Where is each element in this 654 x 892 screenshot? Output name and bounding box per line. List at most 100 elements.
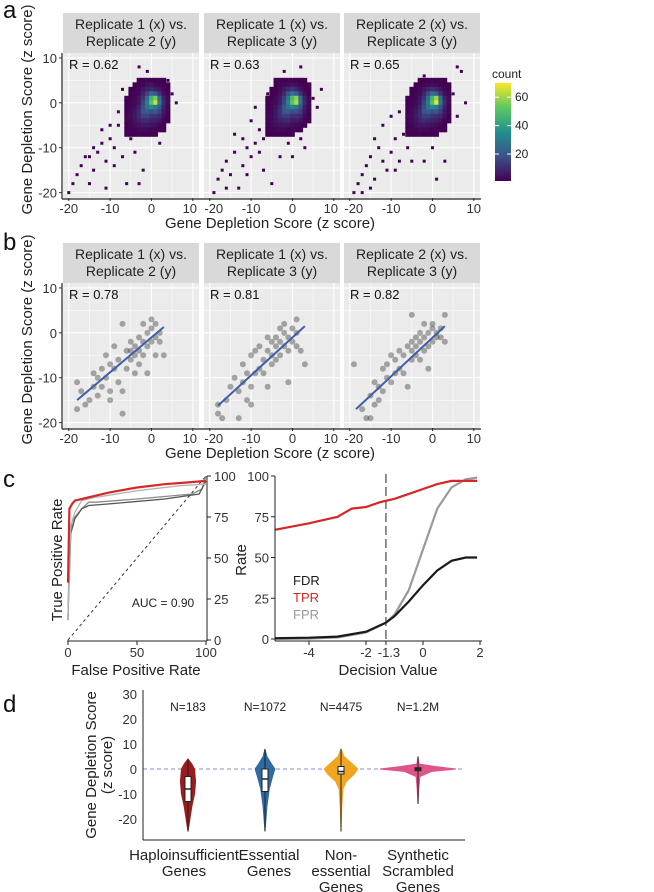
y-tick-label: -20 bbox=[38, 186, 57, 201]
scatter-point bbox=[235, 415, 242, 422]
hexbin-cell bbox=[389, 114, 393, 118]
x-tick-label: -10 bbox=[382, 201, 401, 216]
x-tick-label: -10 bbox=[382, 431, 401, 446]
hexbin-cell bbox=[282, 69, 286, 73]
y-tick-label: -10 bbox=[38, 371, 57, 386]
hexbin-cell bbox=[373, 177, 377, 181]
scatter-point bbox=[74, 379, 81, 386]
hexbin-cell bbox=[442, 122, 448, 128]
facet-panel: Replicate 1 (x) vs.Replicate 2 (y) R = 0.… bbox=[59, 243, 199, 446]
hexbin-cell bbox=[149, 109, 154, 115]
hexbin-cell bbox=[417, 91, 423, 97]
hexbin-cell bbox=[434, 109, 439, 115]
hexbin-cell bbox=[145, 69, 149, 73]
scatter-point bbox=[243, 370, 250, 377]
hexbin-cell bbox=[216, 177, 220, 181]
hexbin-cell bbox=[368, 155, 372, 159]
hexbin-cell bbox=[434, 118, 439, 124]
scatter-point bbox=[363, 415, 370, 422]
hexbin-cell bbox=[290, 100, 295, 106]
hexbin-cell bbox=[128, 86, 134, 92]
hexbin-cell bbox=[124, 95, 130, 101]
hexbin-cell bbox=[144, 127, 150, 133]
scatter-point bbox=[144, 329, 151, 336]
hexbin-cell bbox=[417, 77, 423, 83]
hexbin-cell bbox=[128, 131, 134, 137]
hexbin-cell bbox=[290, 104, 295, 110]
scatter-point bbox=[281, 329, 288, 336]
legend-entry-tpr: TPR bbox=[293, 590, 319, 605]
hexbin-cell bbox=[298, 127, 304, 133]
hexbin-cell bbox=[417, 95, 423, 101]
hexbin-cell bbox=[253, 105, 257, 109]
hexbin-cell bbox=[435, 177, 439, 181]
scatter-point bbox=[231, 374, 238, 381]
n-count-label: N=4475 bbox=[320, 700, 363, 714]
hexbin-cell bbox=[249, 155, 253, 159]
scatter-point bbox=[277, 338, 284, 345]
hexbin-cell bbox=[290, 113, 295, 119]
hexbin-cell bbox=[153, 122, 158, 128]
hexbin-cell bbox=[356, 182, 360, 186]
hexbin-cell bbox=[249, 119, 253, 123]
hexbin-cell bbox=[302, 86, 308, 92]
scatter-point bbox=[235, 388, 242, 395]
hexbin-cell bbox=[285, 100, 291, 106]
scatter-point bbox=[367, 415, 374, 422]
hexbin-cell bbox=[233, 150, 237, 154]
hexbin-cell bbox=[277, 82, 283, 88]
hexbin-cell bbox=[397, 110, 401, 114]
scatter-point bbox=[272, 343, 279, 350]
hexbin-cell bbox=[446, 104, 452, 110]
x-tick-label: -20 bbox=[204, 201, 223, 216]
hexbin-cell bbox=[442, 86, 448, 92]
hexbin-cell bbox=[136, 104, 142, 110]
hexbin-cell bbox=[417, 100, 423, 106]
hexbin-cell bbox=[434, 127, 439, 133]
scatter-point bbox=[119, 410, 126, 417]
x-tick-label: 10 bbox=[183, 431, 197, 446]
hexbin-cell bbox=[413, 100, 419, 106]
hexbin-cell bbox=[438, 82, 444, 88]
hexbin-cell bbox=[425, 82, 431, 88]
hexbin-cell bbox=[153, 127, 158, 133]
legend-entry-fdr: FDR bbox=[293, 573, 320, 588]
scatter-point bbox=[239, 361, 246, 368]
hexbin-cell bbox=[136, 109, 142, 115]
scatter-point bbox=[400, 352, 407, 359]
scatter-point bbox=[227, 383, 234, 390]
hexbin-cell bbox=[294, 118, 299, 124]
scatter-point bbox=[371, 379, 378, 386]
y-tick-label: 75 bbox=[255, 510, 269, 525]
scatter-point bbox=[136, 334, 143, 341]
strip-title-line: Replicate 1 (x) vs. bbox=[75, 16, 187, 32]
x-tick-label: 2 bbox=[476, 645, 483, 660]
facet-strip bbox=[204, 243, 340, 283]
n-count-label: N=1.2M bbox=[397, 700, 439, 714]
scatter-point bbox=[219, 415, 226, 422]
hexbin-cell bbox=[281, 109, 287, 115]
hexbin-cell bbox=[405, 113, 411, 119]
scatter-point bbox=[98, 383, 105, 390]
x-tick-label: 0 bbox=[148, 431, 155, 446]
hexbin-cell bbox=[393, 168, 397, 172]
hexbin-cell bbox=[422, 159, 426, 163]
hexbin-cell bbox=[269, 109, 275, 115]
colorbar-tick-label: 60 bbox=[515, 90, 529, 104]
hexbin-cell bbox=[262, 168, 266, 172]
x-tick-label: 0 bbox=[64, 645, 71, 660]
hexbin-cell bbox=[442, 127, 448, 133]
hexbin-cell bbox=[430, 118, 435, 124]
panel-label-d: d bbox=[3, 691, 16, 718]
hexbin-cell bbox=[409, 122, 415, 128]
hexbin-cell bbox=[413, 109, 419, 115]
hexbin-cell bbox=[281, 100, 287, 106]
hexbin-cell bbox=[133, 150, 137, 154]
scatter-point bbox=[404, 343, 411, 350]
hexbin-cell bbox=[446, 100, 452, 106]
hexbin-cell bbox=[286, 141, 290, 145]
category-label: essential bbox=[311, 863, 370, 880]
hexbin-cell bbox=[434, 104, 439, 110]
y-axis-title: Gene Depletion Score (z score) bbox=[19, 234, 36, 444]
